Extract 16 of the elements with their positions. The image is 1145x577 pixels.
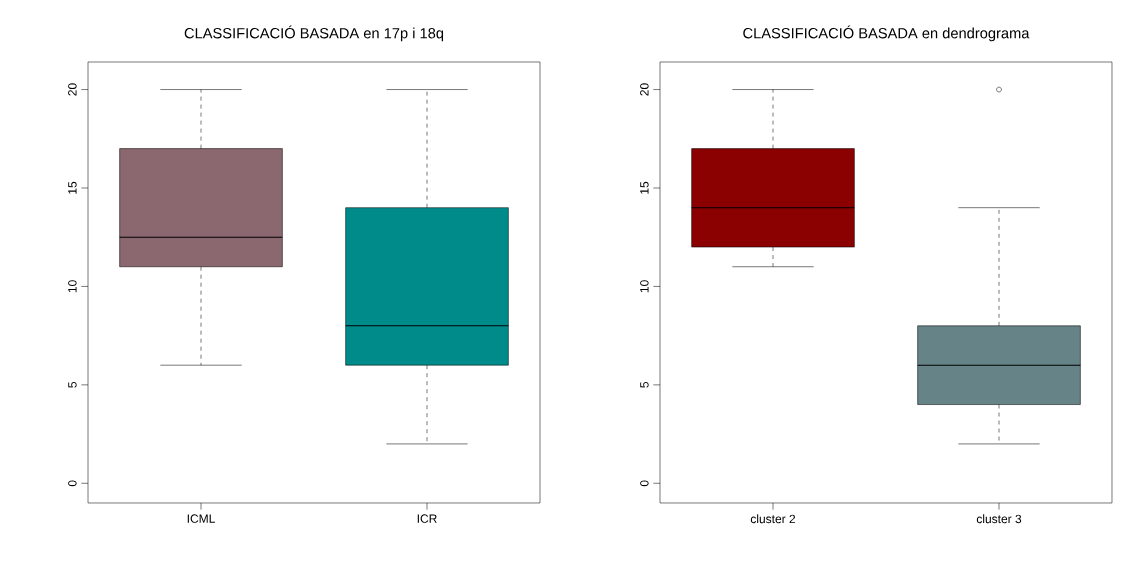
y-tick-label: 5 — [68, 382, 77, 388]
x-tick-label: ICR — [417, 514, 437, 523]
y-tick-label: 20 — [640, 83, 649, 96]
y-tick-label: 15 — [640, 181, 649, 194]
y-tick-label: 15 — [68, 181, 77, 194]
y-tick-label: 20 — [68, 83, 77, 96]
y-tick-label: 0 — [640, 480, 649, 487]
x-tick-label: cluster 2 — [750, 514, 796, 524]
y-tick-label: 5 — [640, 382, 649, 388]
y-tick-label: 10 — [640, 280, 649, 293]
y-tick-label: 10 — [68, 280, 77, 293]
y-tick-label: 0 — [68, 480, 77, 487]
x-tick-label: ICML — [187, 514, 215, 523]
chart-title: CLASSIFICACIÓ BASADA en dendrograma — [743, 25, 1030, 42]
x-tick-label: cluster 3 — [976, 514, 1022, 524]
chart-title: CLASSIFICACIÓ BASADA en 17p i 18q — [184, 25, 444, 42]
